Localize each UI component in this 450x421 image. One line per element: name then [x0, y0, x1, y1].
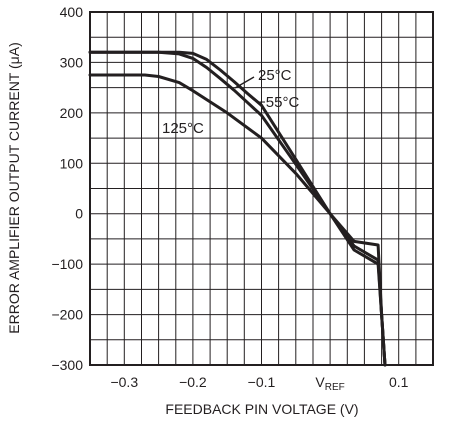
- series-line-2: [88, 73, 387, 367]
- x-axis-title: FEEDBACK PIN VOLTAGE (V): [165, 401, 358, 417]
- x-tick-labels: −0.3 −0.2 −0.1 VREF 0.1: [110, 374, 408, 393]
- y-axis-title: ERROR AMPLIFIER OUTPUT CURRENT (μA): [6, 42, 22, 333]
- y-tick-label: 400: [60, 4, 84, 20]
- y-tick-labels: 400 300 200 100 0 −100 −200 −300: [51, 4, 83, 373]
- annotation-leaders: [234, 76, 255, 101]
- annotations: 25°C −55°C 125°C: [162, 67, 299, 137]
- annotation-label-0: 25°C: [258, 67, 292, 84]
- y-tick-label: 300: [60, 54, 84, 70]
- x-tick-label: −0.2: [179, 374, 207, 390]
- leader-line-25c: [234, 76, 255, 89]
- series-line-0: [88, 50, 387, 367]
- y-tick-label: −100: [51, 256, 83, 272]
- x-tick-label: 0.1: [389, 374, 409, 390]
- plot-frame: [89, 11, 434, 366]
- curves: [88, 50, 387, 367]
- annotation-label-1: −55°C: [257, 94, 299, 111]
- x-tick-label: −0.3: [110, 374, 138, 390]
- x-tick-label: −0.1: [248, 374, 276, 390]
- y-tick-label: 0: [75, 206, 83, 222]
- y-tick-label: −200: [51, 307, 83, 323]
- leader-line-minus55c: [242, 89, 255, 101]
- y-tick-label: −300: [51, 357, 83, 373]
- series-line-1: [88, 50, 387, 367]
- x-tick-label: VREF: [315, 374, 344, 393]
- y-tick-label: 200: [60, 105, 84, 121]
- y-tick-label: 100: [60, 155, 84, 171]
- annotation-label-2: 125°C: [162, 120, 204, 137]
